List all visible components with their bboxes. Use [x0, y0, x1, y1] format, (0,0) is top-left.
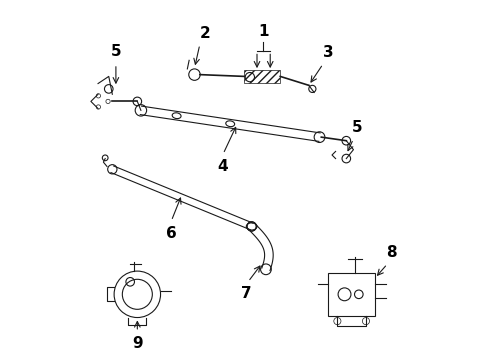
Text: 8: 8 — [385, 246, 395, 260]
Text: 4: 4 — [217, 159, 228, 174]
Text: 3: 3 — [323, 45, 333, 60]
Text: 5: 5 — [351, 120, 362, 135]
Bar — [328, 273, 374, 316]
Text: 7: 7 — [241, 286, 251, 301]
Text: 9: 9 — [132, 337, 142, 351]
Text: 5: 5 — [110, 44, 121, 59]
Text: 1: 1 — [258, 24, 268, 39]
Text: 2: 2 — [200, 26, 210, 41]
Bar — [244, 70, 280, 83]
Text: 6: 6 — [165, 226, 176, 241]
